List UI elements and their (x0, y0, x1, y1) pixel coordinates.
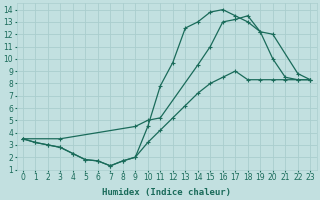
X-axis label: Humidex (Indice chaleur): Humidex (Indice chaleur) (102, 188, 231, 197)
